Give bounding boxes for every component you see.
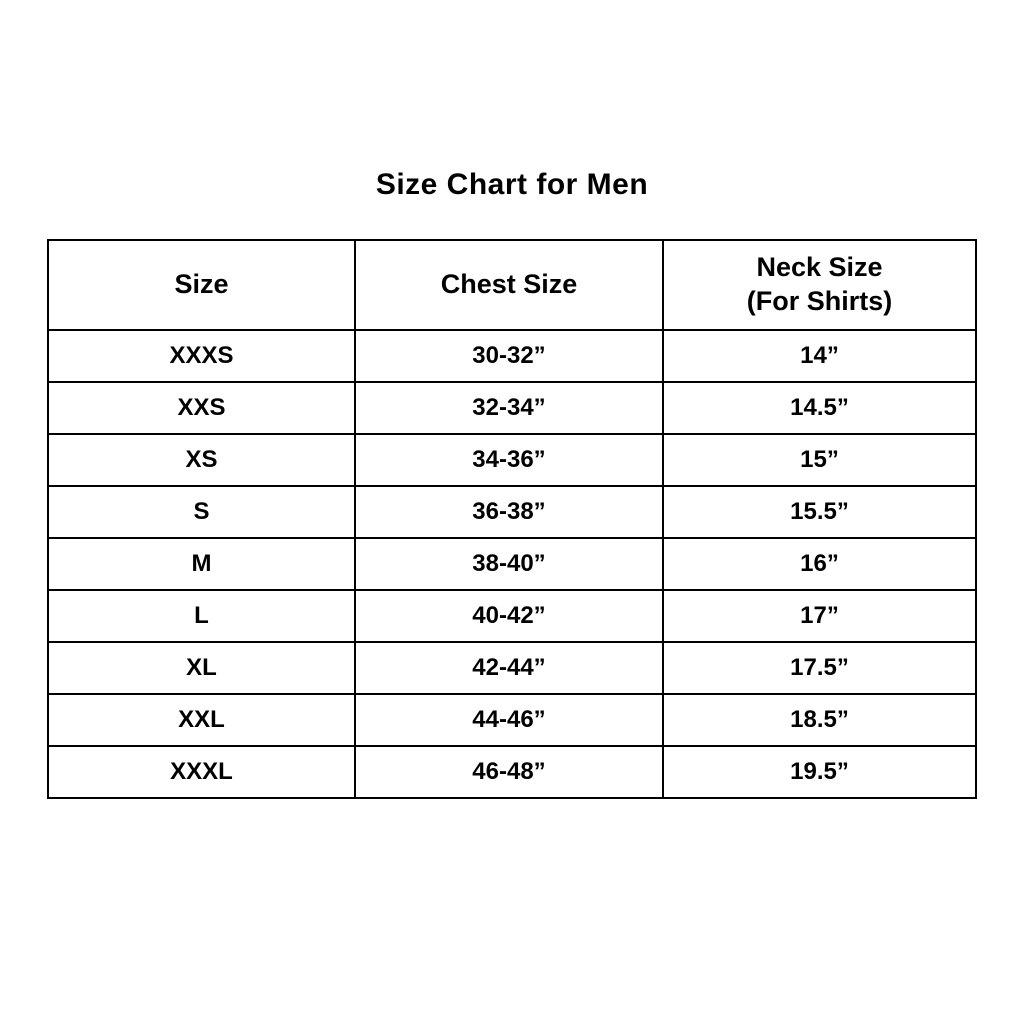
table-row: M 38-40” 16” (47, 537, 977, 591)
chest-size-cell: 36-38” (354, 485, 664, 539)
column-header-size: Size (47, 239, 356, 331)
size-cell: L (47, 589, 356, 643)
column-header-neck-size: Neck Size (For Shirts) (662, 239, 977, 331)
size-chart-table: Size Chest Size Neck Size (For Shirts) X… (47, 239, 977, 799)
size-cell: XL (47, 641, 356, 695)
chest-size-cell: 32-34” (354, 381, 664, 435)
size-cell: XS (47, 433, 356, 487)
size-cell: S (47, 485, 356, 539)
chest-size-cell: 42-44” (354, 641, 664, 695)
chest-size-cell: 46-48” (354, 745, 664, 799)
size-cell: XXXL (47, 745, 356, 799)
neck-size-cell: 15.5” (662, 485, 977, 539)
table-row: XL 42-44” 17.5” (47, 641, 977, 695)
neck-size-cell: 14.5” (662, 381, 977, 435)
table-row: XS 34-36” 15” (47, 433, 977, 487)
size-cell: M (47, 537, 356, 591)
table-body: XXXS 30-32” 14” XXS 32-34” 14.5” XS 34-3… (47, 329, 977, 799)
page-title: Size Chart for Men (375, 168, 649, 201)
table-row: XXS 32-34” 14.5” (47, 381, 977, 435)
column-header-chest-size: Chest Size (354, 239, 664, 331)
table-row: XXXS 30-32” 14” (47, 329, 977, 383)
table-header: Size Chest Size Neck Size (For Shirts) (47, 239, 977, 331)
table-row: S 36-38” 15.5” (47, 485, 977, 539)
size-cell: XXXS (47, 329, 356, 383)
neck-size-cell: 14” (662, 329, 977, 383)
neck-size-cell: 19.5” (662, 745, 977, 799)
neck-size-cell: 15” (662, 433, 977, 487)
table-row: L 40-42” 17” (47, 589, 977, 643)
neck-size-cell: 17” (662, 589, 977, 643)
chest-size-cell: 34-36” (354, 433, 664, 487)
neck-size-cell: 18.5” (662, 693, 977, 747)
size-cell: XXS (47, 381, 356, 435)
table-row: XXL 44-46” 18.5” (47, 693, 977, 747)
neck-size-cell: 17.5” (662, 641, 977, 695)
size-cell: XXL (47, 693, 356, 747)
table-row: XXXL 46-48” 19.5” (47, 745, 977, 799)
header-row: Size Chest Size Neck Size (For Shirts) (47, 239, 977, 331)
chest-size-cell: 38-40” (354, 537, 664, 591)
neck-size-cell: 16” (662, 537, 977, 591)
chest-size-cell: 40-42” (354, 589, 664, 643)
chest-size-cell: 44-46” (354, 693, 664, 747)
chest-size-cell: 30-32” (354, 329, 664, 383)
